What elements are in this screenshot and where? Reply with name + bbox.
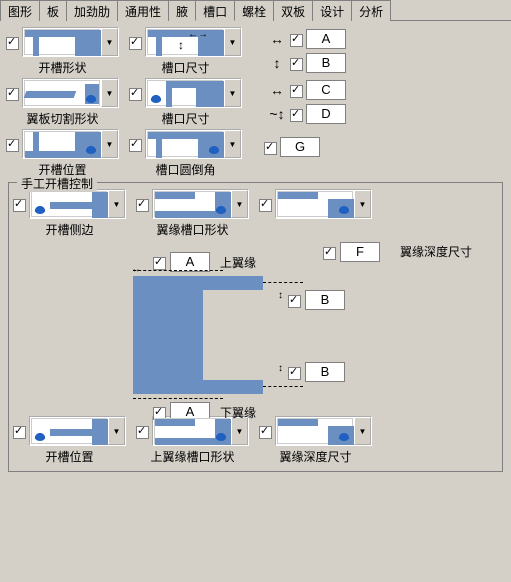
lbl-notch-fillet: 槽口圆倒角 [155, 161, 215, 178]
combo-notch-side[interactable]: ▼ [29, 189, 126, 219]
cb-param-f[interactable] [323, 247, 336, 260]
arrow-horiz2-icon: ↔ [268, 82, 286, 98]
combo-flange-cut[interactable]: ▼ [22, 78, 119, 108]
manual-notch-legend: 手工开槽控制 [17, 175, 97, 192]
cb-notch-side[interactable] [13, 199, 26, 212]
tab-bolt[interactable]: 螺栓 [234, 0, 274, 21]
tab-analysis[interactable]: 分析 [351, 0, 391, 21]
dd-notch-size2[interactable]: ▼ [224, 79, 241, 107]
tab-bar: 图形 板 加劲肋 通用性 腋 槽口 螺栓 双板 设计 分析 [0, 0, 511, 21]
cb-flange-notch-shape[interactable] [136, 199, 149, 212]
cb-flange-cut[interactable] [6, 88, 19, 101]
combo-notch-pos[interactable]: ▼ [22, 129, 119, 159]
param-c[interactable]: C [306, 80, 346, 100]
cb-notch-pos2[interactable] [13, 426, 26, 439]
manual-notch-fieldset: 手工开槽控制 ▼ 开槽侧边 ▼ [8, 182, 503, 472]
dd-flange-depth1[interactable]: ▼ [354, 190, 371, 218]
lbl-flange-depth1: 翼缘深度尺寸 [400, 243, 472, 260]
param-d[interactable]: D [306, 104, 346, 124]
lbl-flange-depth2: 翼缘深度尺寸 [279, 448, 351, 465]
combo-notch-shape[interactable]: ▼ [22, 27, 119, 57]
cb-param-g[interactable] [264, 142, 277, 155]
lbl-notch-shape: 开槽形状 [38, 59, 86, 76]
cb-notch-shape[interactable] [6, 37, 19, 50]
tab-design[interactable]: 设计 [312, 0, 352, 21]
dd-flange-notch-shape[interactable]: ▼ [231, 190, 248, 218]
dd-flange-depth2[interactable]: ▼ [354, 417, 371, 445]
cb-notch-fillet[interactable] [129, 139, 142, 152]
cb-notch-pos[interactable] [6, 139, 19, 152]
lbl-top-flange-shape: 上翼缘槽口形状 [150, 448, 234, 465]
arrow-tilde-icon: ~↕ [268, 106, 286, 122]
combo-notch-fillet[interactable]: ▼ [145, 129, 242, 159]
cb-notch-size1[interactable] [129, 37, 142, 50]
lbl-flange-cut: 翼板切割形状 [26, 110, 98, 127]
ibeam-diagram: A上翼缘 ↔ B B ↕ ↕ A下翼缘 [133, 268, 353, 408]
combo-notch-size2[interactable]: ▼ [145, 78, 242, 108]
tab-graphics[interactable]: 图形 [0, 0, 40, 21]
tab-content: ▼ 开槽形状 ↕←→ ▼ 槽口尺寸 ↔ A ↕ B [0, 21, 511, 482]
tab-stiffener[interactable]: 加劲肋 [66, 0, 118, 21]
combo-flange-depth2[interactable]: ▼ [275, 416, 372, 446]
tab-notch[interactable]: 槽口 [195, 0, 235, 21]
cb-param-a[interactable] [290, 34, 303, 47]
cb-ibeam-b2[interactable] [288, 367, 301, 380]
cb-param-b[interactable] [290, 58, 303, 71]
tab-haunch[interactable]: 腋 [168, 0, 196, 21]
param-top-a[interactable]: A [170, 252, 210, 272]
cb-ibeam-top-a[interactable] [153, 257, 166, 270]
dd-notch-side[interactable]: ▼ [108, 190, 125, 218]
dd-flange-cut[interactable]: ▼ [101, 79, 118, 107]
lbl-notch-size2: 槽口尺寸 [161, 110, 209, 127]
dd-notch-pos2[interactable]: ▼ [108, 417, 125, 445]
cb-ibeam-b1[interactable] [288, 295, 301, 308]
cb-flange-depth2[interactable] [259, 426, 272, 439]
combo-notch-size1[interactable]: ↕←→ ▼ [145, 27, 242, 57]
dd-notch-size1[interactable]: ▼ [224, 28, 241, 56]
dd-notch-pos[interactable]: ▼ [101, 130, 118, 158]
arrow-vert-icon: ↕ [268, 55, 286, 71]
tab-double-plate[interactable]: 双板 [273, 0, 313, 21]
arrow-horiz-icon: ↔ [268, 31, 286, 47]
param-b2[interactable]: B [305, 362, 345, 382]
param-a[interactable]: A [306, 29, 346, 49]
lbl-flange-notch-shape: 翼缘槽口形状 [156, 221, 228, 238]
dd-notch-shape[interactable]: ▼ [101, 28, 118, 56]
dd-notch-fillet[interactable]: ▼ [224, 130, 241, 158]
cb-param-c[interactable] [290, 85, 303, 98]
param-b[interactable]: B [306, 53, 346, 73]
lbl-notch-size1: 槽口尺寸 [161, 59, 209, 76]
cb-flange-depth1[interactable] [259, 199, 272, 212]
lbl-notch-side: 开槽侧边 [45, 221, 93, 238]
combo-notch-pos2[interactable]: ▼ [29, 416, 126, 446]
cb-param-d[interactable] [290, 109, 303, 122]
lbl-top-flange: 上翼缘 [220, 254, 256, 271]
tab-plate[interactable]: 板 [39, 0, 67, 21]
param-b1[interactable]: B [305, 290, 345, 310]
cb-notch-size2[interactable] [129, 88, 142, 101]
combo-flange-notch-shape[interactable]: ▼ [152, 189, 249, 219]
tab-general[interactable]: 通用性 [117, 0, 169, 21]
param-g[interactable]: G [280, 137, 320, 157]
param-f[interactable]: F [340, 242, 380, 262]
combo-flange-depth1[interactable]: ▼ [275, 189, 372, 219]
lbl-notch-pos2: 开槽位置 [45, 448, 93, 465]
cb-top-flange-shape[interactable] [136, 426, 149, 439]
